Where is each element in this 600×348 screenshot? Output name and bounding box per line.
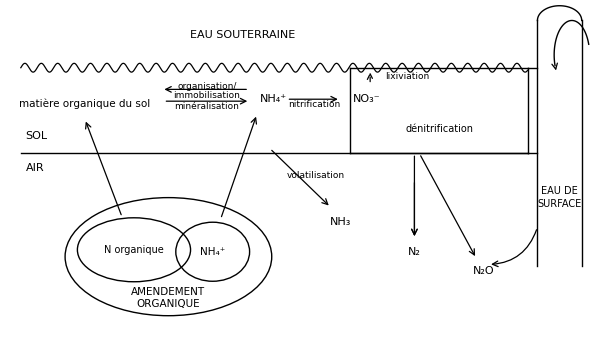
Text: NH₄⁺: NH₄⁺ [260, 94, 287, 104]
Text: dénitrification: dénitrification [405, 124, 473, 134]
Text: lixiviation: lixiviation [385, 72, 429, 81]
Text: volatilisation: volatilisation [287, 172, 344, 181]
Text: nitrification: nitrification [288, 100, 340, 109]
Text: minéralisation: minéralisation [175, 102, 239, 111]
Text: NH₃: NH₃ [330, 217, 352, 227]
Text: AMENDEMENT
ORGANIQUE: AMENDEMENT ORGANIQUE [131, 287, 205, 309]
Text: NH₄⁺: NH₄⁺ [200, 247, 226, 257]
Text: EAU SOUTERRAINE: EAU SOUTERRAINE [190, 30, 295, 40]
Text: matière organique du sol: matière organique du sol [19, 99, 151, 109]
Text: EAU DE
SURFACE: EAU DE SURFACE [537, 187, 581, 209]
Text: AIR: AIR [26, 163, 44, 173]
Text: SOL: SOL [26, 130, 48, 141]
Text: NO₃⁻: NO₃⁻ [352, 94, 380, 104]
Text: N organique: N organique [104, 245, 164, 255]
Text: organisation/
immobilisation: organisation/ immobilisation [173, 81, 240, 100]
Text: N₂: N₂ [408, 247, 421, 257]
Text: N₂O: N₂O [472, 267, 494, 276]
